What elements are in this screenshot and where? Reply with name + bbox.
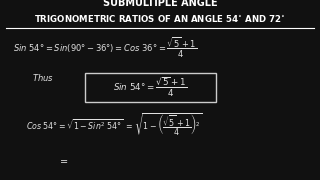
Text: $\mathit{Cos}\ 54°=\sqrt{1-\mathit{Sin}^2\ 54°}\ =\sqrt{1-\left(\dfrac{\sqrt{5}+: $\mathit{Cos}\ 54°=\sqrt{1-\mathit{Sin}^… bbox=[26, 112, 202, 138]
Text: SUBMULTIPLE ANGLE: SUBMULTIPLE ANGLE bbox=[103, 0, 217, 8]
Text: $\mathit{Sin}\ 54°= \mathit{Sin}(90°-36°)=\mathit{Cos}\ 36°= \dfrac{\sqrt{5}+1}{: $\mathit{Sin}\ 54°= \mathit{Sin}(90°-36°… bbox=[13, 36, 197, 60]
Text: $=$: $=$ bbox=[58, 155, 69, 165]
Text: $\mathit{Thus}$: $\mathit{Thus}$ bbox=[32, 72, 54, 83]
Text: TRIGONOMETRIC RATIOS OF AN ANGLE 54$\mathregular{^{\circ}}$ AND 72$\mathregular{: TRIGONOMETRIC RATIOS OF AN ANGLE 54$\mat… bbox=[34, 13, 286, 24]
Text: $\mathit{Sin}\ 54°= \dfrac{\sqrt{5}+1}{4}$: $\mathit{Sin}\ 54°= \dfrac{\sqrt{5}+1}{4… bbox=[113, 76, 188, 99]
